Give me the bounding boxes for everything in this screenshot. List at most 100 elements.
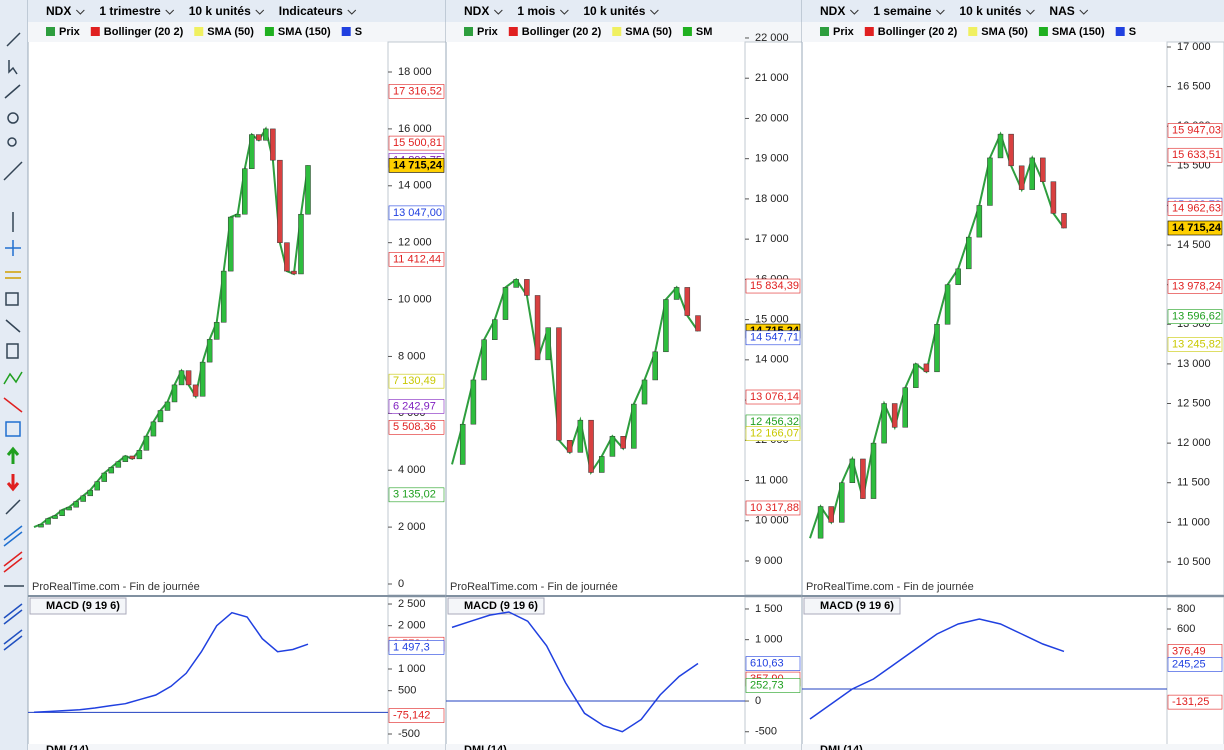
macd-label: MACD (9 19 6) xyxy=(464,600,538,612)
price-tag xyxy=(388,399,445,414)
candle xyxy=(545,327,552,361)
macd-legend-box xyxy=(29,597,127,615)
price-tick-label: 12 500 xyxy=(1177,397,1211,409)
toolbar-button[interactable]: 10 k unités xyxy=(583,4,645,18)
candle xyxy=(566,440,573,453)
candle xyxy=(577,419,584,453)
candle xyxy=(459,423,466,465)
footer: ProRealTime.com - Fin de journée xyxy=(32,581,200,593)
legend-label[interactable]: Prix xyxy=(59,26,81,38)
dmi-bar xyxy=(28,744,446,750)
candle xyxy=(609,436,616,457)
legend-swatch xyxy=(46,27,55,36)
tool-pitchfork-2[interactable] xyxy=(3,629,23,651)
price-tag xyxy=(388,135,445,151)
tools[interactable] xyxy=(3,32,24,651)
candle xyxy=(620,436,626,449)
tool-arrow-up[interactable] xyxy=(6,446,20,464)
price-tick-label: 9 000 xyxy=(755,555,783,567)
tool-ruler[interactable] xyxy=(4,84,21,99)
tool-parallel-2[interactable] xyxy=(3,551,23,573)
candle xyxy=(524,279,530,296)
price-tag-label: 3 135,02 xyxy=(393,489,436,501)
candle xyxy=(122,455,129,462)
legend-label[interactable]: SM xyxy=(696,26,713,38)
price-tag-label: 15 500,81 xyxy=(393,137,442,149)
legend-label[interactable]: SMA (50) xyxy=(625,26,672,38)
candle xyxy=(1050,181,1057,214)
candle xyxy=(891,403,898,428)
legend-label[interactable]: S xyxy=(1129,26,1136,38)
candle xyxy=(1061,213,1067,229)
tool-parallel[interactable] xyxy=(3,525,23,547)
dropdown-arrow xyxy=(650,9,659,15)
macd-tick-label: 800 xyxy=(1177,603,1195,615)
candle xyxy=(305,165,311,215)
candle xyxy=(997,133,1004,159)
toolbar-button[interactable]: NDX xyxy=(464,4,489,18)
tool-cross[interactable] xyxy=(5,240,21,256)
legend-label[interactable]: SMA (50) xyxy=(207,26,254,38)
dropdown-arrow xyxy=(1026,9,1035,15)
toolbar-button[interactable]: 1 trimestre xyxy=(99,4,161,18)
toolbar-button[interactable]: NAS xyxy=(1049,4,1074,18)
price-tag-label: 11 412,44 xyxy=(393,253,441,265)
tool-fibo[interactable] xyxy=(5,271,21,279)
legend-label[interactable]: SMA (150) xyxy=(1052,26,1105,38)
macd-tag-label: 1 497,3 xyxy=(393,641,430,653)
tool-channel[interactable] xyxy=(3,397,23,413)
macd-axis xyxy=(744,596,803,746)
toolbar-button[interactable]: NDX xyxy=(46,4,71,18)
tool-copy[interactable] xyxy=(5,292,19,306)
candle xyxy=(902,387,908,428)
toolbar-button[interactable]: NDX xyxy=(820,4,845,18)
price-tick-label: 14 000 xyxy=(755,354,789,366)
candle xyxy=(598,456,605,473)
price-tag-label: 13 047,00 xyxy=(393,207,442,219)
tool-text[interactable] xyxy=(5,421,21,437)
candle xyxy=(185,370,192,386)
toolbar-button[interactable]: 1 mois xyxy=(517,4,555,18)
legend-label[interactable]: Bollinger (20 2) xyxy=(104,26,184,38)
tool-delete[interactable] xyxy=(6,343,19,359)
legend-label[interactable]: Prix xyxy=(477,26,499,38)
candle xyxy=(66,506,72,511)
macd-tag-label: 376,49 xyxy=(1172,645,1206,657)
legend-label[interactable]: Bollinger (20 2) xyxy=(878,26,958,38)
price-tag-label: 10 317,88 xyxy=(750,502,799,514)
candle xyxy=(1040,157,1046,182)
toolbar-button[interactable]: Indicateurs xyxy=(279,4,343,18)
toolbar-button[interactable]: 1 semaine xyxy=(873,4,931,18)
price-tag-label: 14 715,24 xyxy=(393,159,443,171)
legend-label[interactable]: SMA (50) xyxy=(981,26,1028,38)
price-tag xyxy=(388,420,445,435)
tool-line[interactable] xyxy=(3,161,23,181)
tool-tools[interactable] xyxy=(5,319,21,333)
candle xyxy=(277,159,283,243)
macd-tick-label: 2 000 xyxy=(398,620,426,632)
legend-label[interactable]: Prix xyxy=(833,26,855,38)
tool-zigzag[interactable] xyxy=(3,371,23,385)
price-tag xyxy=(1167,279,1223,294)
candle xyxy=(94,481,100,491)
tool-pointer[interactable] xyxy=(8,60,18,75)
candle xyxy=(502,287,509,320)
legend-label[interactable]: SMA (150) xyxy=(278,26,331,38)
legend-swatch xyxy=(682,27,692,36)
dropdown-arrow xyxy=(560,9,569,15)
tool-pitchfork[interactable] xyxy=(3,603,23,625)
dmi-bar xyxy=(446,744,802,750)
tool-zoom[interactable] xyxy=(7,137,17,147)
legend-label[interactable]: Bollinger (20 2) xyxy=(522,26,602,38)
toolbar-button[interactable]: 10 k unités xyxy=(189,4,251,18)
legend-label[interactable]: S xyxy=(355,26,362,38)
tool-alert[interactable] xyxy=(7,112,19,124)
tool-arrow-down[interactable] xyxy=(6,474,20,492)
candle xyxy=(45,518,51,525)
tool-pencil[interactable] xyxy=(6,32,21,47)
tool-segment[interactable] xyxy=(5,499,21,515)
candle xyxy=(108,467,115,474)
candle xyxy=(534,295,541,361)
toolbar-button[interactable]: 10 k unités xyxy=(959,4,1021,18)
